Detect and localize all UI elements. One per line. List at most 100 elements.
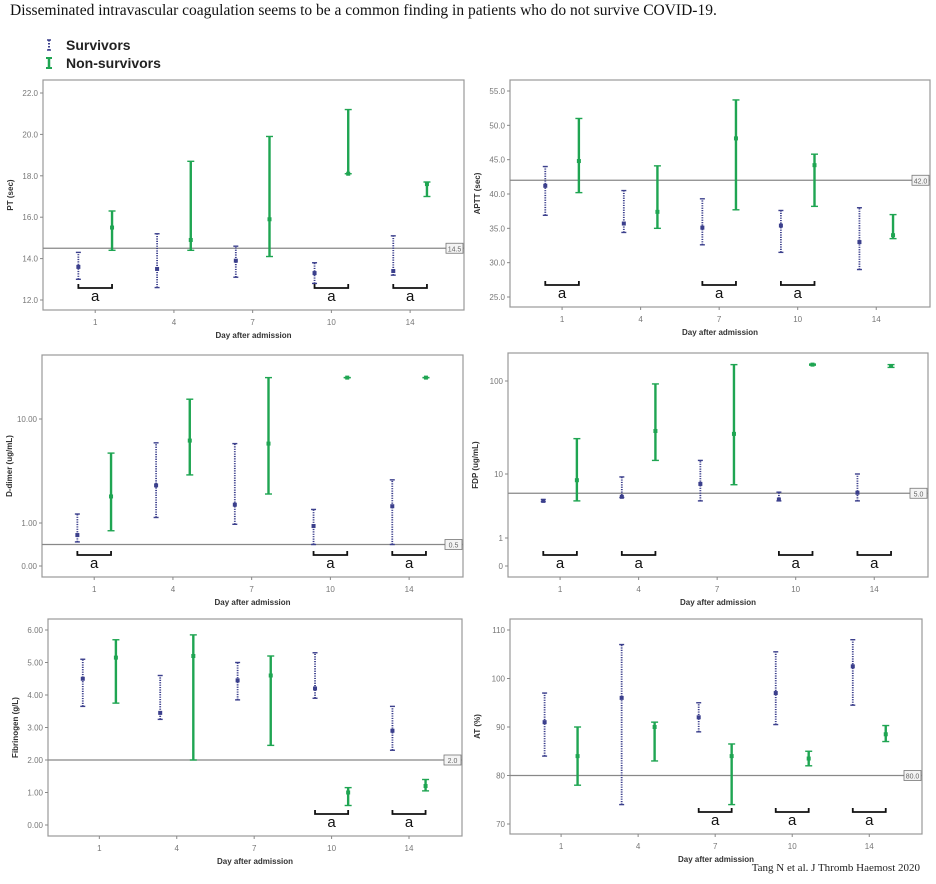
significance-label: a bbox=[558, 285, 567, 302]
non-survivors-errorbar bbox=[882, 724, 890, 743]
x-axis-label: Day after admission bbox=[217, 857, 293, 866]
legend-label-non-survivors: Non-survivors bbox=[66, 55, 161, 71]
significance-label: a bbox=[327, 288, 336, 305]
mean-marker bbox=[423, 784, 428, 788]
mean-marker bbox=[883, 732, 888, 737]
figure-title: Disseminated intravascular coagulation s… bbox=[10, 2, 717, 19]
survivors-errorbar bbox=[696, 702, 702, 733]
mean-marker bbox=[619, 695, 624, 700]
survivors-errorbar bbox=[312, 652, 318, 699]
legend-label-survivors: Survivors bbox=[66, 37, 131, 53]
mean-marker bbox=[698, 481, 703, 486]
x-tick-label: 10 bbox=[326, 585, 335, 594]
survivors-errorbar bbox=[621, 189, 627, 234]
survivors-errorbar bbox=[542, 165, 548, 216]
survivors-errorbar-icon bbox=[47, 39, 51, 51]
survivors-errorbar bbox=[389, 705, 395, 751]
mean-marker bbox=[158, 710, 163, 715]
y-tick-label: 110 bbox=[492, 626, 505, 635]
mean-marker bbox=[731, 431, 736, 436]
survivors-errorbar bbox=[75, 251, 81, 280]
significance-label: a bbox=[788, 812, 797, 829]
y-tick-label: 30.0 bbox=[489, 259, 505, 268]
y-axis-label: FDP (ug/mL) bbox=[471, 441, 480, 489]
reference-label: 42.0 bbox=[914, 178, 928, 185]
significance-label: a bbox=[406, 288, 415, 305]
survivors-errorbar bbox=[153, 442, 159, 519]
mean-marker bbox=[776, 497, 781, 502]
y-tick-label: 70 bbox=[496, 820, 505, 829]
plot-frame bbox=[42, 79, 465, 311]
survivors-errorbar bbox=[311, 508, 317, 546]
non-survivors-errorbar bbox=[730, 363, 738, 486]
x-axis-label: Day after admission bbox=[215, 331, 291, 340]
y-tick-label: 45.0 bbox=[489, 156, 505, 165]
mean-marker bbox=[621, 221, 626, 226]
reference-label: 5.0 bbox=[914, 491, 924, 498]
reference-label-box bbox=[909, 487, 928, 499]
survivors-errorbar bbox=[74, 513, 80, 543]
mean-marker bbox=[891, 233, 896, 238]
mean-marker bbox=[346, 171, 351, 176]
y-tick-label: 12.0 bbox=[22, 296, 38, 305]
y-tick-label: 25.0 bbox=[489, 293, 505, 302]
mean-marker bbox=[855, 490, 860, 495]
mean-marker bbox=[76, 264, 81, 269]
non-survivors-errorbar bbox=[805, 750, 813, 767]
mean-marker bbox=[109, 494, 114, 499]
significance-bracket bbox=[778, 551, 814, 556]
y-tick-label: 10.00 bbox=[17, 415, 38, 424]
x-tick-label: 14 bbox=[405, 585, 414, 594]
survivors-errorbar bbox=[776, 491, 782, 502]
mean-marker bbox=[575, 754, 580, 759]
significance-bracket bbox=[391, 551, 427, 556]
y-tick-label: 1 bbox=[499, 534, 504, 543]
mean-marker bbox=[191, 654, 196, 658]
x-tick-label: 4 bbox=[175, 844, 180, 853]
mean-marker bbox=[696, 715, 701, 720]
y-tick-label: 2.00 bbox=[27, 756, 43, 765]
x-axis-label: Day after admission bbox=[678, 855, 754, 864]
reference-label: 2.0 bbox=[448, 758, 458, 765]
plot-frame bbox=[41, 354, 464, 578]
plot-frame bbox=[507, 352, 929, 578]
x-tick-label: 1 bbox=[559, 842, 564, 851]
mean-marker bbox=[653, 428, 658, 433]
mean-marker bbox=[390, 504, 395, 509]
non-survivors-errorbar bbox=[189, 634, 197, 761]
y-tick-label: 40.0 bbox=[489, 190, 505, 199]
mean-marker bbox=[154, 483, 159, 488]
significance-bracket bbox=[780, 281, 816, 286]
survivors-errorbar bbox=[312, 262, 318, 285]
significance-label: a bbox=[326, 555, 335, 572]
x-tick-label: 1 bbox=[97, 844, 102, 853]
x-tick-label: 14 bbox=[405, 844, 414, 853]
mean-marker bbox=[889, 363, 894, 368]
significance-bracket bbox=[774, 808, 810, 813]
significance-bracket bbox=[313, 284, 350, 289]
mean-marker bbox=[155, 266, 160, 271]
significance-label: a bbox=[794, 285, 803, 302]
mean-marker bbox=[542, 720, 547, 725]
survivors-errorbar bbox=[232, 442, 238, 525]
significance-bracket bbox=[312, 551, 349, 556]
y-tick-label: 100 bbox=[492, 675, 506, 684]
survivors-errorbar bbox=[619, 643, 625, 806]
mean-marker bbox=[850, 664, 855, 669]
non-survivors-errorbar bbox=[653, 165, 661, 230]
significance-bracket bbox=[697, 808, 733, 813]
y-tick-label: 20.0 bbox=[22, 130, 38, 139]
reference-label-box bbox=[445, 242, 464, 254]
non-survivors-errorbar bbox=[651, 383, 659, 462]
y-tick-label: 80 bbox=[496, 772, 505, 781]
y-tick-label: 5.00 bbox=[27, 659, 43, 668]
survivors-errorbar bbox=[699, 198, 705, 246]
x-tick-label: 1 bbox=[93, 318, 98, 327]
mean-marker bbox=[267, 217, 272, 222]
mean-marker bbox=[312, 271, 317, 276]
non-survivors-errorbar bbox=[343, 375, 351, 380]
significance-bracket bbox=[76, 551, 112, 556]
mean-marker bbox=[700, 225, 705, 230]
x-tick-label: 1 bbox=[558, 585, 563, 594]
significance-label: a bbox=[556, 555, 565, 572]
